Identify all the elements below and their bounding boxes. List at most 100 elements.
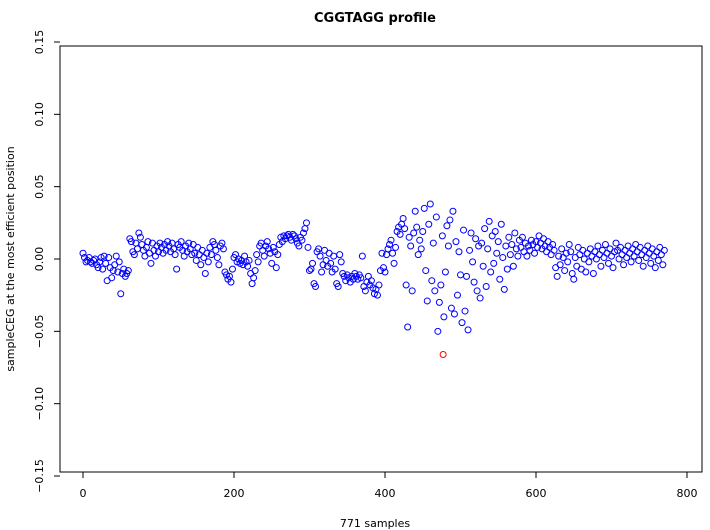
- data-point: [502, 242, 510, 250]
- data-point: [135, 229, 143, 237]
- data-point: [493, 249, 501, 257]
- data-point: [466, 246, 474, 254]
- data-point: [435, 298, 443, 306]
- data-point: [268, 259, 276, 267]
- data-point: [124, 267, 132, 275]
- data-point: [405, 233, 413, 241]
- data-point: [312, 282, 320, 290]
- data-point: [127, 238, 135, 246]
- data-point: [660, 246, 668, 254]
- data-point: [331, 265, 339, 273]
- data-point: [330, 252, 338, 260]
- data-point: [478, 239, 486, 247]
- x-tick-label: 600: [526, 487, 547, 500]
- data-point: [487, 268, 495, 276]
- data-point: [386, 241, 394, 249]
- data-point: [173, 265, 181, 273]
- x-tick-label: 200: [224, 487, 245, 500]
- data-point: [568, 269, 576, 277]
- data-point: [272, 264, 280, 272]
- data-point: [419, 228, 427, 236]
- data-point: [392, 243, 400, 251]
- data-point: [659, 261, 667, 269]
- data-point: [358, 252, 366, 260]
- data-point: [420, 204, 428, 212]
- data-point: [361, 287, 369, 295]
- data-point: [364, 272, 372, 280]
- data-point: [404, 323, 412, 331]
- data-point: [463, 272, 471, 280]
- data-point: [259, 246, 267, 254]
- data-point: [470, 278, 478, 286]
- data-point: [248, 280, 256, 288]
- data-point: [444, 242, 452, 250]
- data-point: [228, 265, 236, 273]
- data-point: [426, 200, 434, 208]
- data-point: [565, 241, 573, 249]
- data-point: [251, 267, 259, 275]
- data-point: [582, 268, 590, 276]
- data-point: [491, 228, 499, 236]
- data-point: [439, 350, 447, 358]
- data-point: [506, 251, 514, 259]
- data-point: [357, 274, 365, 282]
- data-point: [431, 287, 439, 295]
- data-point: [464, 326, 472, 334]
- data-point: [556, 261, 564, 269]
- data-point: [647, 259, 655, 267]
- data-point: [265, 245, 273, 253]
- data-point: [496, 275, 504, 283]
- data-point: [274, 251, 282, 259]
- data-point: [105, 254, 113, 262]
- data-point: [503, 265, 511, 273]
- data-point: [597, 262, 605, 270]
- data-point: [657, 251, 665, 259]
- data-point: [197, 261, 205, 269]
- data-point: [334, 282, 342, 290]
- data-point: [428, 277, 436, 285]
- y-axis-label: sampleCEG at the most efficient position: [4, 146, 17, 371]
- data-point: [562, 249, 570, 257]
- data-point: [514, 252, 522, 260]
- data-point: [438, 232, 446, 240]
- data-point: [408, 287, 416, 295]
- data-point: [201, 269, 209, 277]
- data-point: [390, 259, 398, 267]
- data-point: [505, 233, 513, 241]
- y-axis: −0.15 −0.10 −0.05 0.00 0.05 0.10 0.15: [33, 30, 60, 493]
- data-point: [299, 229, 307, 237]
- data-point: [171, 251, 179, 259]
- data-point: [453, 291, 461, 299]
- data-point: [136, 233, 144, 241]
- data-point: [117, 290, 125, 298]
- data-point: [327, 259, 335, 267]
- data-point: [213, 254, 221, 262]
- data-point: [499, 254, 507, 262]
- data-point: [191, 249, 199, 257]
- data-point: [550, 246, 558, 254]
- data-point: [654, 256, 662, 264]
- data-point: [585, 258, 593, 266]
- data-point: [497, 220, 505, 228]
- data-point: [620, 261, 628, 269]
- data-point: [457, 271, 464, 279]
- data-point: [450, 310, 458, 318]
- data-point: [472, 235, 480, 243]
- data-point: [307, 265, 315, 273]
- data-point: [204, 258, 212, 266]
- data-point: [250, 274, 258, 282]
- data-point: [440, 313, 448, 321]
- data-point: [295, 242, 303, 250]
- data-point: [180, 252, 188, 260]
- data-point: [615, 255, 623, 263]
- data-point: [337, 258, 345, 266]
- data-point: [547, 251, 555, 259]
- data-point: [441, 268, 449, 276]
- data-point: [298, 236, 306, 244]
- data-point: [401, 225, 409, 233]
- data-point: [446, 216, 454, 224]
- data-point: [100, 252, 108, 260]
- data-point: [523, 252, 531, 260]
- data-point: [302, 219, 310, 227]
